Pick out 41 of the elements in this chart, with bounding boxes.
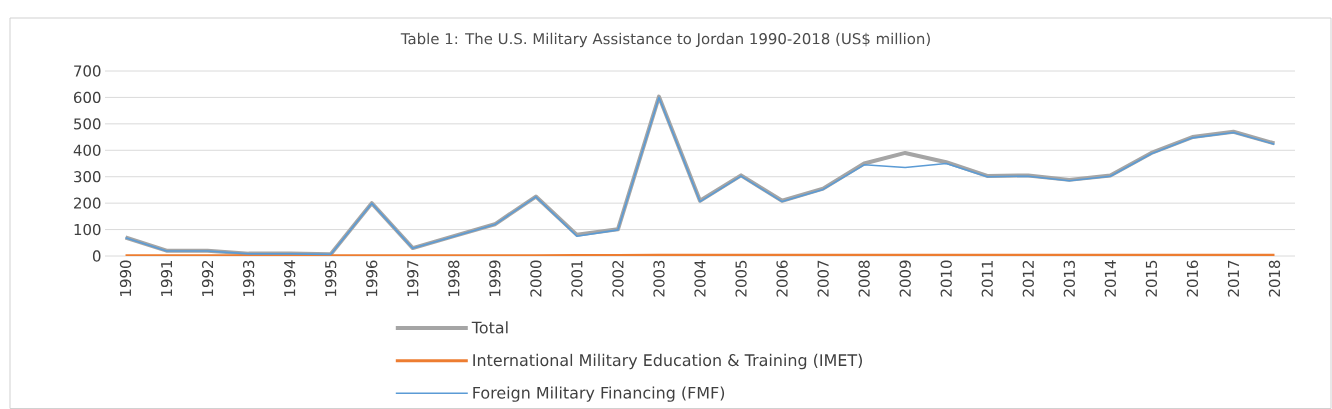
x-tick-label: 1996 bbox=[366, 260, 378, 296]
legend-label: International Military Education & Training (IMET) bbox=[473, 353, 862, 370]
x-tick-label: 2010 bbox=[940, 260, 952, 297]
y-tick-label: 500 bbox=[74, 118, 101, 130]
x-tick-label: 1997 bbox=[407, 260, 419, 296]
x-tick-label: 2017 bbox=[1227, 260, 1240, 297]
y-tick-label: 700 bbox=[74, 65, 101, 77]
y-tick-label: 100 bbox=[74, 223, 101, 236]
y-tick-label: 200 bbox=[74, 197, 101, 209]
x-tick-label: 2014 bbox=[1104, 260, 1117, 297]
x-tick-label: 2000 bbox=[530, 260, 542, 297]
x-tick-label: 2011 bbox=[981, 260, 993, 297]
x-tick-label: 2005 bbox=[735, 260, 747, 297]
x-tick-label: 2013 bbox=[1063, 260, 1075, 297]
x-tick-label: 2004 bbox=[694, 260, 706, 297]
x-tick-label: 2007 bbox=[817, 260, 829, 297]
x-tick-label: 2012 bbox=[1022, 261, 1034, 297]
x-tick-label: 2009 bbox=[899, 260, 911, 297]
x-tick-label: 1993 bbox=[242, 260, 255, 296]
x-tick-label: 2008 bbox=[858, 260, 870, 297]
y-tick-label: 400 bbox=[73, 144, 101, 156]
x-tick-label: 2002 bbox=[612, 261, 624, 297]
x-tick-label: 1991 bbox=[160, 260, 173, 296]
x-tick-label: 2018 bbox=[1268, 260, 1281, 297]
y-tick-label: 300 bbox=[74, 171, 101, 183]
y-tick-label: 0 bbox=[92, 250, 101, 262]
x-tick-label: 1998 bbox=[448, 260, 460, 296]
legend-label: Foreign Military Financing (FMF) bbox=[473, 386, 725, 402]
x-tick-label: 2001 bbox=[571, 260, 583, 297]
y-tick-label: 600 bbox=[74, 91, 101, 104]
x-tick-label: 1995 bbox=[325, 260, 337, 296]
x-tick-label: 1994 bbox=[284, 260, 296, 296]
x-tick-label: 2016 bbox=[1186, 260, 1199, 297]
x-tick-label: 1992 bbox=[201, 261, 214, 296]
x-tick-label: 1990 bbox=[119, 260, 132, 296]
x-tick-label: 2015 bbox=[1145, 260, 1158, 297]
x-tick-label: 2003 bbox=[653, 260, 665, 297]
legend-label: Total bbox=[471, 321, 508, 334]
chart-title: Table 1: The U.S. Military Assistance to Jordan 1990-2018 (US$ million) bbox=[400, 32, 930, 48]
x-tick-label: 1999 bbox=[489, 260, 501, 296]
x-tick-label: 2006 bbox=[776, 260, 788, 297]
